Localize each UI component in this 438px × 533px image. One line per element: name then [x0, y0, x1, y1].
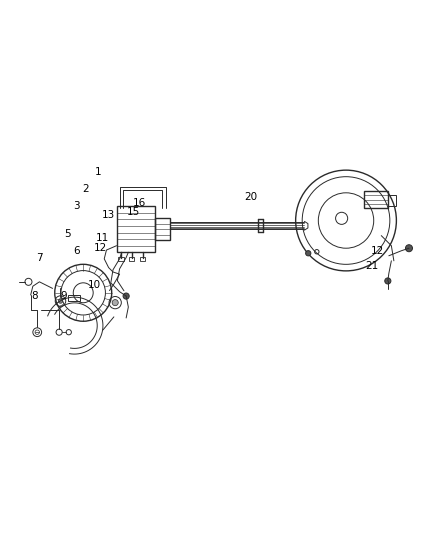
Text: 10: 10 [88, 280, 101, 290]
Circle shape [58, 299, 63, 303]
Bar [155, 219, 170, 240]
Text: 11: 11 [96, 233, 110, 243]
Text: 9: 9 [60, 291, 67, 301]
Text: 7: 7 [36, 253, 43, 263]
Text: 15: 15 [127, 207, 140, 217]
Bar [129, 257, 134, 261]
Text: 13: 13 [102, 210, 115, 220]
Text: 20: 20 [244, 192, 257, 203]
Text: 3: 3 [73, 201, 80, 211]
Text: 5: 5 [64, 229, 71, 239]
Bar [117, 206, 155, 252]
Bar [68, 295, 80, 301]
Bar [118, 257, 124, 261]
Text: 8: 8 [32, 291, 39, 301]
Circle shape [406, 245, 413, 252]
Circle shape [306, 251, 311, 256]
Text: 12: 12 [94, 243, 107, 253]
Text: 12: 12 [371, 246, 384, 256]
Bar [388, 195, 396, 206]
Bar [140, 257, 145, 261]
Text: 21: 21 [365, 261, 378, 271]
Circle shape [123, 293, 129, 299]
Text: 16: 16 [133, 198, 146, 208]
Circle shape [112, 300, 118, 306]
Bar [364, 191, 388, 208]
Text: 6: 6 [73, 246, 80, 256]
Text: 1: 1 [95, 167, 102, 177]
Text: 2: 2 [82, 183, 89, 193]
Circle shape [385, 278, 391, 284]
